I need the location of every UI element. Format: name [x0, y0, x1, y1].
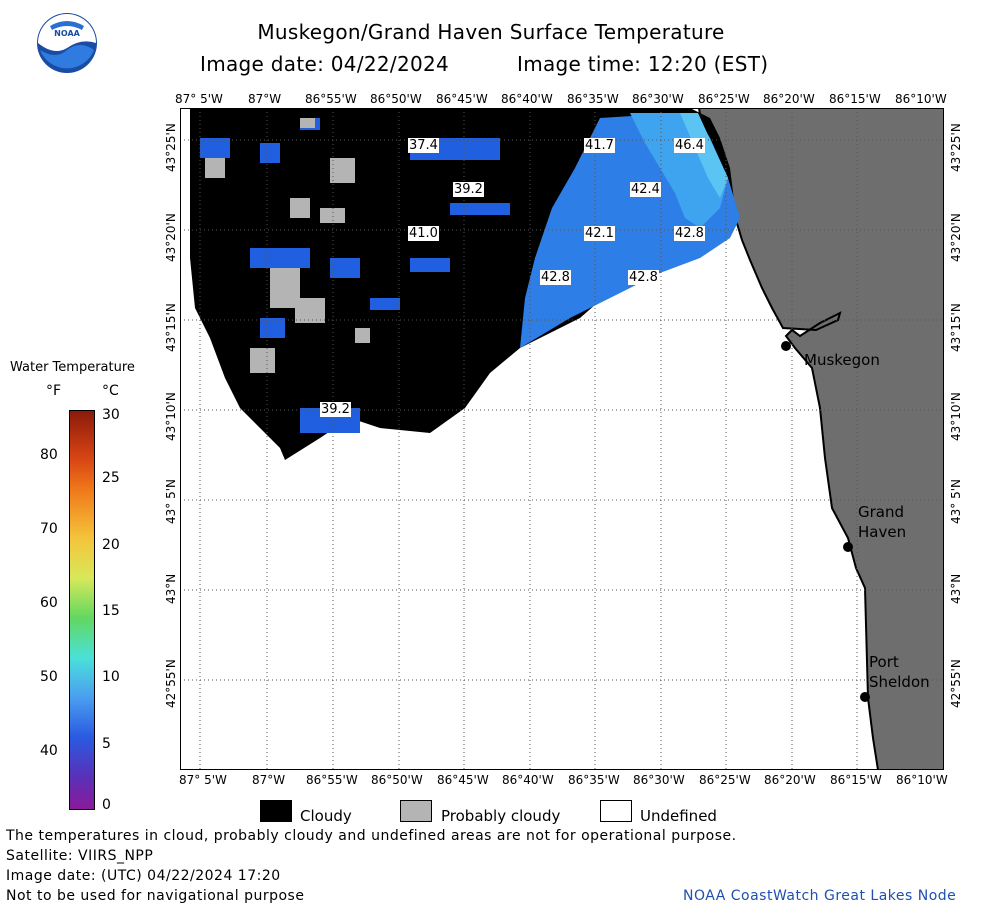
- colorbar-c-tick: 15: [102, 603, 120, 619]
- temp-label: 42.8: [540, 270, 571, 285]
- legend-cloudy-label: Cloudy: [300, 807, 352, 825]
- lon-tick: 86°35'W: [567, 92, 619, 106]
- lon-tick: 87°W: [248, 92, 282, 106]
- lon-tick: 86°50'W: [371, 773, 423, 787]
- lon-tick: 86°25'W: [698, 92, 750, 106]
- lat-tick: 43°25'N: [949, 123, 963, 172]
- temp-label: 42.4: [630, 182, 661, 197]
- temp-label: 42.8: [628, 270, 659, 285]
- lon-tick: 86°40'W: [501, 92, 553, 106]
- temp-label: 41.7: [584, 138, 615, 153]
- footer-credit: NOAA CoastWatch Great Lakes Node: [683, 888, 957, 904]
- lon-tick: 86°25'W: [699, 773, 751, 787]
- lat-tick: 43°15'N: [164, 303, 178, 352]
- place-port-sheldon-line1: Port: [869, 653, 899, 671]
- lon-tick: 87° 5'W: [179, 773, 227, 787]
- footer-navigation-warning: Not to be used for navigational purpose: [6, 888, 305, 904]
- grand-haven-marker: [843, 542, 853, 552]
- lat-tick: 43°20'N: [949, 213, 963, 262]
- lat-tick: 43°25'N: [164, 123, 178, 172]
- image-time: Image time: 12:20 (EST): [517, 52, 769, 76]
- place-grand-haven: Grand Haven: [858, 502, 906, 542]
- colorbar-c-tick: 25: [102, 470, 120, 486]
- lon-tick: 86°30'W: [632, 92, 684, 106]
- colorbar-title: Water Temperature: [10, 360, 135, 375]
- lat-tick: 43°10'N: [949, 392, 963, 441]
- legend-probably-cloudy-label: Probably cloudy: [441, 807, 561, 825]
- lat-tick: 43°N: [164, 573, 178, 604]
- lon-tick: 86°10'W: [896, 773, 948, 787]
- temp-label: 37.4: [408, 138, 439, 153]
- lon-tick: 86°45'W: [436, 92, 488, 106]
- colorbar-unit-f: °F: [46, 383, 62, 399]
- legend-cloudy-swatch: [260, 800, 292, 822]
- map-panel: 37.4 41.7 46.4 39.2 42.4 41.0 42.1 42.8 …: [180, 108, 944, 770]
- colorbar-c-tick: 10: [102, 669, 120, 685]
- footer-disclaimer: The temperatures in cloud, probably clou…: [6, 828, 737, 844]
- lon-tick: 86°40'W: [502, 773, 554, 787]
- noaa-logo: NOAA: [36, 12, 98, 74]
- lat-tick: 42°55'N: [164, 659, 178, 708]
- temp-label: 41.0: [408, 226, 439, 241]
- lon-tick: 86°15'W: [830, 773, 882, 787]
- colorbar-f-tick: 70: [40, 521, 58, 537]
- lon-tick: 87° 5'W: [175, 92, 223, 106]
- image-date: Image date: 04/22/2024: [200, 52, 450, 76]
- lon-tick: 86°50'W: [370, 92, 422, 106]
- muskegon-marker: [781, 341, 791, 351]
- colorbar-c-tick: 0: [102, 797, 111, 813]
- colorbar-c-tick: 30: [102, 407, 120, 423]
- lon-tick: 86°10'W: [895, 92, 947, 106]
- temp-label: 46.4: [674, 138, 705, 153]
- lon-tick: 86°45'W: [437, 773, 489, 787]
- lon-tick: 86°15'W: [829, 92, 881, 106]
- water-patch-warmest: [680, 113, 728, 198]
- lon-tick: 86°20'W: [764, 773, 816, 787]
- colorbar-c-tick: 20: [102, 537, 120, 553]
- colorbar-f-tick: 40: [40, 743, 58, 759]
- footer-image-date: Image date: (UTC) 04/22/2024 17:20: [6, 868, 281, 884]
- colorbar-f-tick: 50: [40, 669, 58, 685]
- colorbar-unit-c: °C: [102, 383, 119, 399]
- lat-tick: 43°15'N: [949, 303, 963, 352]
- page-title: Muskegon/Grand Haven Surface Temperature: [257, 20, 725, 44]
- lon-tick: 86°55'W: [305, 92, 357, 106]
- place-port-sheldon-line2: Sheldon: [869, 673, 930, 691]
- lat-tick: 43°20'N: [164, 213, 178, 262]
- graticule: [180, 108, 944, 770]
- probably-cloudy-patches: [205, 118, 370, 373]
- lat-tick: 43° 5'N: [949, 479, 963, 524]
- temp-label: 42.8: [674, 226, 705, 241]
- place-grand-haven-line1: Grand: [858, 503, 905, 521]
- colorbar-f-tick: 60: [40, 595, 58, 611]
- temp-label: 42.1: [584, 226, 615, 241]
- lon-tick: 87°W: [252, 773, 286, 787]
- lon-tick: 86°55'W: [306, 773, 358, 787]
- legend-undefined-label: Undefined: [640, 807, 717, 825]
- legend-undefined-swatch: [600, 800, 632, 822]
- lon-tick: 86°20'W: [763, 92, 815, 106]
- place-muskegon: Muskegon: [804, 351, 880, 369]
- lat-tick: 43°N: [949, 573, 963, 604]
- lon-tick: 86°30'W: [633, 773, 685, 787]
- lat-tick: 43°10'N: [164, 392, 178, 441]
- place-grand-haven-line2: Haven: [858, 523, 907, 541]
- colorbar: [69, 410, 95, 810]
- colorbar-c-tick: 5: [102, 736, 111, 752]
- colorbar-f-tick: 80: [40, 447, 58, 463]
- port-sheldon-marker: [860, 692, 870, 702]
- logo-text: NOAA: [54, 29, 80, 38]
- lon-tick: 86°35'W: [568, 773, 620, 787]
- place-port-sheldon: Port Sheldon: [869, 652, 930, 692]
- lat-tick: 42°55'N: [949, 659, 963, 708]
- temp-label: 39.2: [453, 182, 484, 197]
- temp-label: 39.2: [320, 402, 351, 417]
- legend-probably-cloudy-swatch: [400, 800, 432, 822]
- lat-tick: 43° 5'N: [164, 479, 178, 524]
- footer-satellite: Satellite: VIIRS_NPP: [6, 848, 154, 864]
